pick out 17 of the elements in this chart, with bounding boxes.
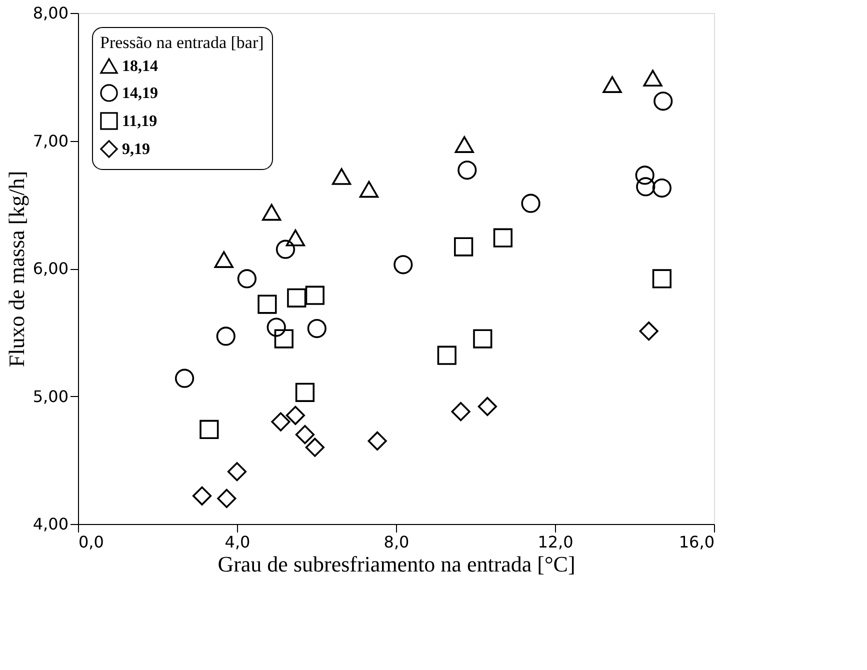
y-tick-label: 7,00 — [32, 131, 68, 150]
y-tick-label: 5,00 — [32, 386, 68, 406]
legend-title: Pressão na entrada [bar] — [100, 33, 264, 52]
x-tick-label: 0,0 — [78, 532, 104, 552]
x-axis-title: Grau de subresfriamento na entrada [°C] — [218, 552, 576, 576]
x-tick-label: 12,0 — [538, 532, 574, 552]
legend-label: 14,19 — [122, 85, 158, 102]
legend-label: 18,14 — [122, 58, 158, 75]
legend-label: 9,19 — [122, 141, 150, 158]
legend-label: 11,19 — [122, 113, 158, 130]
x-tick-label: 16,0 — [678, 532, 714, 552]
y-axis-title: Fluxo de massa [kg/h] — [4, 170, 29, 368]
x-tick-label: 4,0 — [224, 532, 250, 552]
y-tick-label: 4,00 — [32, 514, 68, 534]
y-tick-label: 8,00 — [32, 4, 68, 22]
x-tick-label: 8,0 — [384, 532, 410, 552]
y-tick-label: 6,00 — [32, 259, 68, 278]
